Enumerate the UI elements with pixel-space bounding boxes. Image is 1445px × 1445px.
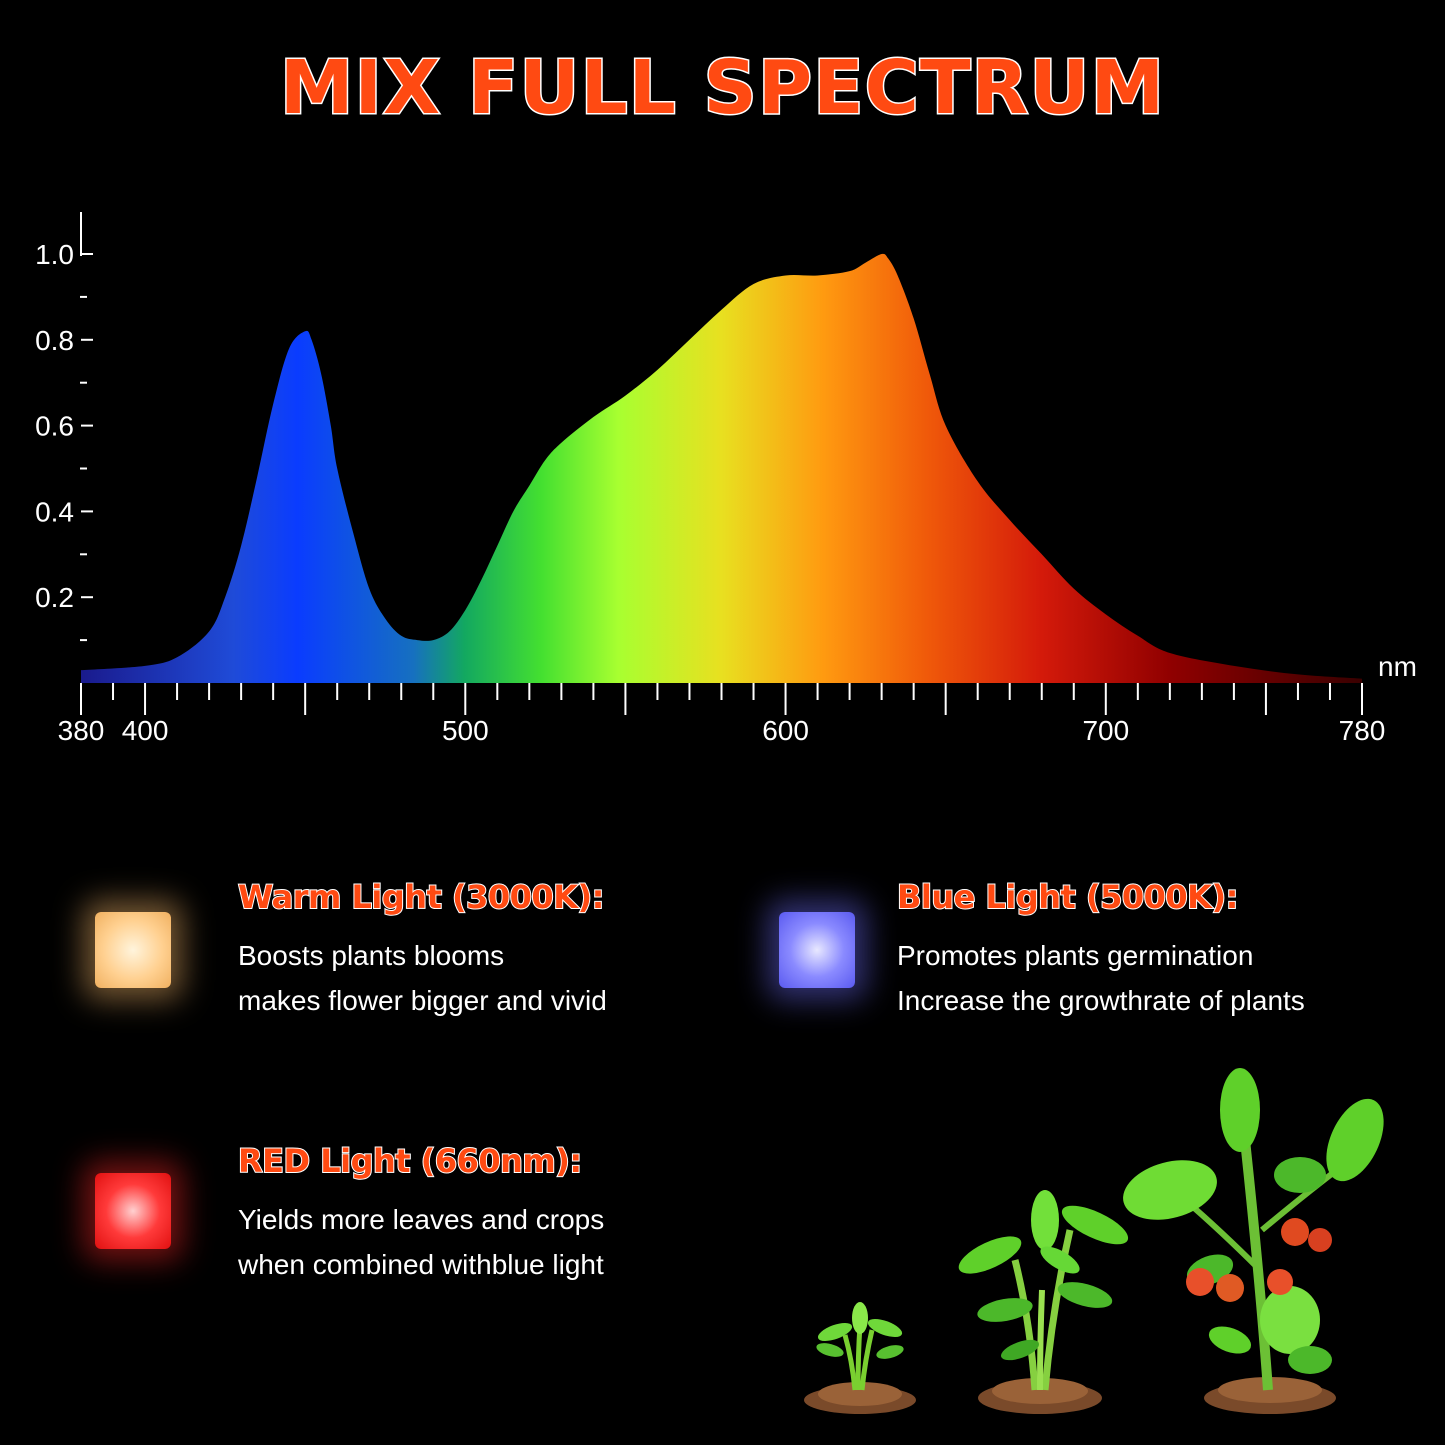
red-light-swatch bbox=[95, 1173, 171, 1249]
x-tick-label: 380 bbox=[58, 715, 105, 746]
warm-light-line-1: Boosts plants blooms bbox=[238, 940, 505, 971]
y-tick-label: 0.8 bbox=[35, 325, 74, 356]
blue-light-swatch bbox=[779, 912, 855, 988]
blue-light-line-1: Promotes plants germination bbox=[897, 940, 1254, 971]
young-plant-icon bbox=[958, 1190, 1129, 1391]
blue-light-line-2: Increase the growthrate of plants bbox=[897, 985, 1305, 1016]
x-tick-label: 400 bbox=[122, 715, 169, 746]
x-axis-unit: nm bbox=[1378, 651, 1417, 682]
y-axis-ticks: 1.0 0.8 0.6 0.4 0.2 bbox=[35, 239, 93, 642]
warm-light-swatch bbox=[95, 912, 171, 988]
fruiting-plant-icon bbox=[1123, 1068, 1384, 1391]
page-title: MIX FULL SPECTRUM bbox=[278, 44, 1166, 133]
x-tick-label: 780 bbox=[1339, 715, 1386, 746]
spectrum-area bbox=[81, 253, 1362, 683]
soil-mound-icon bbox=[804, 1377, 1336, 1414]
red-light-title: RED Light (660nm): bbox=[237, 1141, 583, 1181]
y-tick-label: 0.6 bbox=[35, 411, 74, 442]
red-light-line-1: Yields more leaves and crops bbox=[238, 1204, 605, 1235]
x-axis-ticks: 380 400 500 600 700 780 bbox=[58, 683, 1386, 746]
tomato-icon bbox=[1186, 1218, 1332, 1302]
x-tick-label: 500 bbox=[442, 715, 489, 746]
y-tick-label: 1.0 bbox=[35, 239, 74, 270]
warm-light-title: Warm Light (3000K): bbox=[237, 877, 605, 917]
spectrum-chart: 380 400 500 600 700 780 1.0 0.8 0.6 0.4 0.2 nm bbox=[35, 212, 1417, 746]
warm-light-line-2: makes flower bigger and vivid bbox=[238, 985, 607, 1016]
x-tick-label: 700 bbox=[1082, 715, 1129, 746]
y-tick-label: 0.4 bbox=[35, 496, 74, 527]
blue-light-title: Blue Light (5000K): bbox=[896, 877, 1239, 917]
seedling-icon bbox=[816, 1302, 904, 1391]
plant-growth-illustration bbox=[804, 1068, 1384, 1414]
red-light-line-2: when combined withblue light bbox=[238, 1249, 604, 1280]
x-tick-label: 600 bbox=[762, 715, 809, 746]
y-tick-label: 0.2 bbox=[35, 582, 74, 613]
